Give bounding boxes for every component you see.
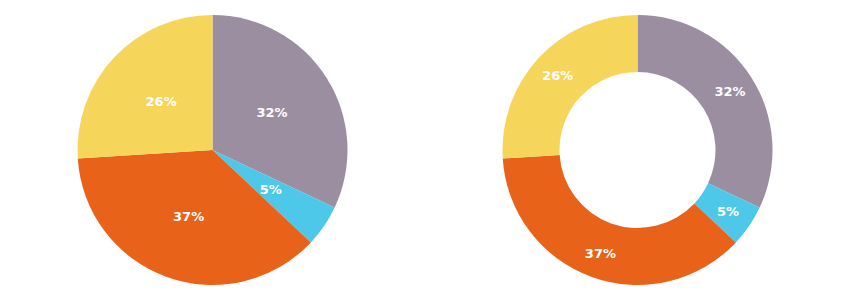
svg-text:32%: 32% <box>714 84 745 99</box>
svg-text:37%: 37% <box>173 209 204 224</box>
svg-text:26%: 26% <box>146 94 177 109</box>
svg-text:5%: 5% <box>260 182 282 197</box>
svg-text:37%: 37% <box>585 246 616 261</box>
svg-text:5%: 5% <box>717 204 739 219</box>
svg-text:26%: 26% <box>542 68 573 83</box>
svg-text:32%: 32% <box>256 105 287 120</box>
